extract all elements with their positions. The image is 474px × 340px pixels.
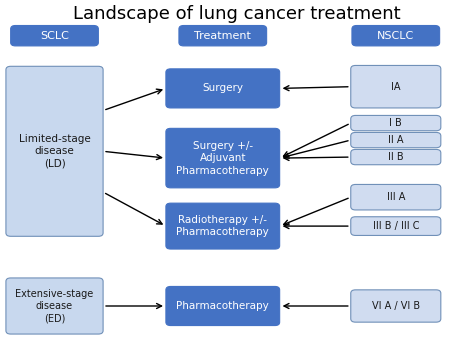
FancyBboxPatch shape: [166, 69, 280, 108]
Text: III B / III C: III B / III C: [373, 221, 419, 231]
FancyBboxPatch shape: [351, 65, 441, 108]
Text: NSCLC: NSCLC: [377, 31, 414, 41]
Text: Pharmacotherapy: Pharmacotherapy: [176, 301, 269, 311]
FancyBboxPatch shape: [11, 26, 99, 46]
Text: Extensive-stage
disease
(ED): Extensive-stage disease (ED): [15, 289, 94, 323]
Text: Landscape of lung cancer treatment: Landscape of lung cancer treatment: [73, 5, 401, 23]
Text: III A: III A: [387, 192, 405, 202]
Text: II B: II B: [388, 152, 403, 162]
FancyBboxPatch shape: [166, 128, 280, 188]
FancyBboxPatch shape: [166, 203, 280, 249]
FancyBboxPatch shape: [6, 278, 103, 334]
FancyBboxPatch shape: [179, 26, 266, 46]
FancyBboxPatch shape: [351, 132, 441, 148]
FancyBboxPatch shape: [351, 184, 441, 210]
Text: Limited-stage
disease
(LD): Limited-stage disease (LD): [18, 134, 91, 169]
FancyBboxPatch shape: [351, 290, 441, 322]
FancyBboxPatch shape: [351, 149, 441, 165]
Text: Surgery: Surgery: [202, 83, 243, 94]
FancyBboxPatch shape: [352, 26, 439, 46]
FancyBboxPatch shape: [6, 66, 103, 236]
FancyBboxPatch shape: [166, 286, 280, 326]
Text: IA: IA: [391, 82, 401, 92]
Text: VI A / VI B: VI A / VI B: [372, 301, 420, 311]
Text: I B: I B: [390, 118, 402, 128]
FancyBboxPatch shape: [351, 115, 441, 131]
Text: Surgery +/-
Adjuvant
Pharmacotherapy: Surgery +/- Adjuvant Pharmacotherapy: [176, 141, 269, 175]
Text: Radiotherapy +/-
Pharmacotherapy: Radiotherapy +/- Pharmacotherapy: [176, 215, 269, 237]
FancyBboxPatch shape: [351, 217, 441, 235]
Text: II A: II A: [388, 135, 403, 145]
Text: Treatment: Treatment: [194, 31, 251, 41]
Text: SCLC: SCLC: [40, 31, 69, 41]
